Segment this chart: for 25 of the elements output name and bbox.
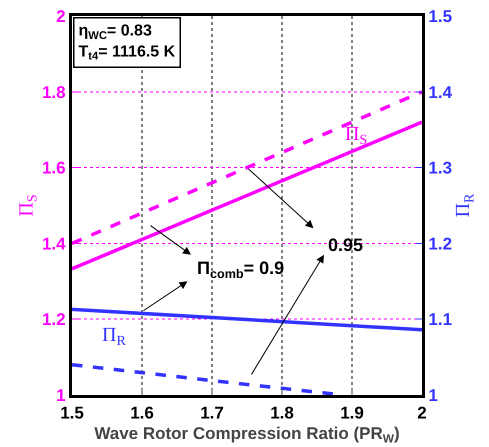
annotation: η$_{WC}$= 0.83 [78, 22, 152, 42]
x-tick-label: 1.8 [270, 403, 294, 422]
x-tick-label: 1.6 [130, 403, 154, 422]
y-tick-label: 1.4 [42, 234, 66, 254]
annotation: Π$_{S}$ [345, 123, 368, 148]
y2-tick-label: 1.4 [428, 82, 453, 102]
x-tick-label: 1.5 [60, 403, 84, 422]
annotation: Π$_{comb}$= 0.9 [197, 258, 284, 281]
y-tick-label: 1 [56, 386, 66, 405]
x-tick-label: 1.7 [200, 403, 224, 422]
y-tick-label: 1.8 [42, 82, 66, 102]
x-tick-label: 1.9 [340, 403, 364, 422]
x-tick-label: 2 [417, 403, 427, 422]
annotation: T$_{t4}$= 1116.5 K [78, 43, 176, 63]
x-axis-title: Wave Rotor Compression Ratio (PR$_{W}$) [94, 424, 400, 446]
y2-tick-label: 1.2 [428, 234, 452, 254]
y-tick-label: 1.6 [42, 158, 66, 178]
annotation: 0.95 [328, 235, 364, 255]
y2-tick-label: 1.3 [428, 158, 452, 178]
y2-tick-label: 1 [428, 386, 438, 405]
y2-tick-label: 1.5 [428, 6, 452, 26]
y-tick-label: 1.2 [42, 310, 66, 330]
y-tick-label: 2 [56, 6, 66, 26]
annotation: Π$_{R}$ [102, 324, 126, 350]
y2-tick-label: 1.1 [428, 310, 452, 330]
